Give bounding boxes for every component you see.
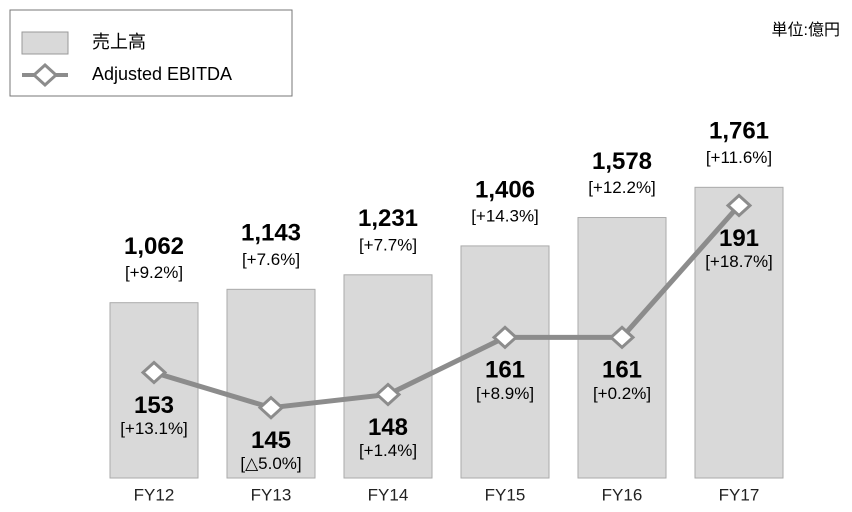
bar-value-label: 1,231: [358, 205, 418, 232]
line-growth-label: [+18.7%]: [705, 252, 773, 271]
bar-growth-label: [+7.7%]: [359, 235, 417, 254]
bar: [343, 274, 433, 479]
x-tick-label: FY13: [251, 485, 292, 504]
line-value-label: 145: [251, 427, 291, 454]
bar-growth-label: [+14.3%]: [471, 206, 539, 225]
bar: [460, 245, 550, 479]
line-value-label: 191: [719, 225, 759, 252]
bar-value-label: 1,578: [592, 148, 652, 175]
x-tick-label: FY16: [602, 485, 643, 504]
line-marker: [725, 193, 753, 218]
bar-value-label: 1,062: [124, 233, 184, 260]
line-value-label: 161: [602, 357, 642, 384]
line-marker: [140, 360, 168, 385]
bar: [109, 302, 199, 479]
bar-value-label: 1,761: [709, 118, 769, 145]
line-marker: [491, 325, 519, 350]
unit-label: 単位:億円: [772, 21, 840, 39]
line-value-label: 148: [368, 414, 408, 441]
legend-swatch: [21, 31, 69, 55]
x-tick-label: FY14: [368, 485, 409, 504]
bar-growth-label: [+12.2%]: [588, 178, 656, 197]
line-value-label: 153: [134, 392, 174, 419]
legend-label: Adjusted EBITDA: [92, 64, 232, 84]
line-value-label: 161: [485, 357, 525, 384]
bar-growth-label: [+7.6%]: [242, 250, 300, 269]
x-tick-label: FY15: [485, 485, 526, 504]
line-growth-label: [△5.0%]: [240, 454, 301, 473]
line-growth-label: [+0.2%]: [593, 384, 651, 403]
line-growth-label: [+13.1%]: [120, 419, 188, 438]
line-growth-label: [+1.4%]: [359, 441, 417, 460]
bar: [226, 288, 316, 479]
line-marker: [608, 325, 636, 350]
bar-growth-label: [+11.6%]: [706, 148, 772, 167]
legend-label: 売上高: [92, 32, 146, 52]
line-marker: [374, 382, 402, 407]
bar-value-label: 1,406: [475, 176, 535, 203]
legend-marker: [31, 62, 59, 88]
x-tick-label: FY17: [719, 485, 760, 504]
x-tick-label: FY12: [134, 485, 175, 504]
line: [153, 203, 741, 411]
bar-value-label: 1,143: [241, 220, 301, 247]
line-growth-label: [+8.9%]: [476, 384, 534, 403]
bar-growth-label: [+9.2%]: [125, 263, 183, 282]
line-marker: [257, 395, 285, 420]
